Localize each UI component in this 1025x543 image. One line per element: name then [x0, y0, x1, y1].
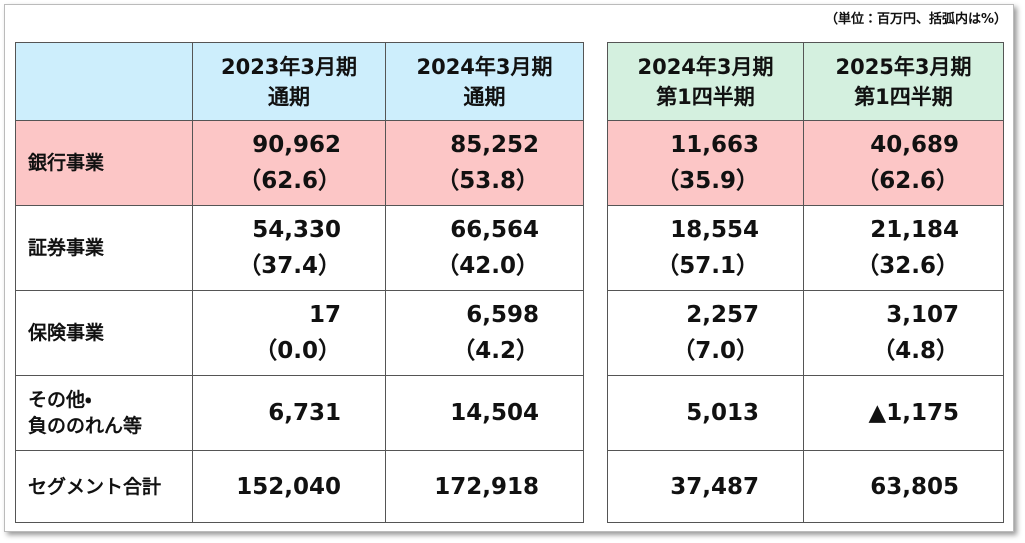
- cell-text: 保険事業: [28, 322, 105, 344]
- value-cell: 18,554 （57.1）: [607, 205, 804, 291]
- value-cell: 172,918: [385, 450, 584, 523]
- value-cell: 90,962 （62.6）: [192, 120, 386, 206]
- value-cell: 5,013: [607, 375, 804, 451]
- column-header: 2023年3月期 通期: [192, 42, 386, 121]
- cell-text: （32.6）: [856, 253, 959, 279]
- cell-text: 17: [308, 302, 341, 328]
- cell-text: 3,107: [886, 302, 959, 328]
- row-label: 保険事業: [15, 290, 193, 376]
- cell-text: 172,918: [434, 473, 539, 500]
- cell-text: 18,554: [670, 217, 759, 243]
- value-cell: 37,487: [607, 450, 804, 523]
- cell-text: （57.1）: [656, 253, 759, 279]
- row-label: その他・負ののれん等: [15, 375, 193, 451]
- row-label: 証券事業: [15, 205, 193, 291]
- cell-text: 11,663: [670, 132, 759, 158]
- cell-text: 40,689: [870, 132, 959, 158]
- value-cell: ▲1,175: [803, 375, 1004, 451]
- cell-text: （53.8）: [436, 168, 539, 194]
- cell-text: （37.4）: [238, 253, 341, 279]
- column-header: 2025年3月期 第1四半期: [803, 42, 1004, 121]
- cell-text: 証券事業: [28, 237, 105, 259]
- row-label: 銀行事業: [15, 120, 193, 206]
- cell-text: （4.2）: [452, 338, 539, 364]
- cell-text: 第1四半期: [854, 84, 953, 109]
- cell-text: （0.0）: [254, 338, 341, 364]
- cell-text: 54,330: [252, 217, 341, 243]
- value-cell: 11,663 （35.9）: [607, 120, 804, 206]
- cell-text: 2025年3月期: [835, 54, 972, 79]
- column-header: 2024年3月期 通期: [385, 42, 584, 121]
- value-cell: 63,805: [803, 450, 1004, 523]
- value-cell: 6,731: [192, 375, 386, 451]
- cell-text: 6,598: [466, 302, 539, 328]
- value-cell: 54,330 （37.4）: [192, 205, 386, 291]
- cell-text: 90,962: [252, 132, 341, 158]
- cell-text: 66,564: [450, 217, 539, 243]
- cell-text: 2024年3月期: [416, 54, 553, 79]
- column-header: 2024年3月期 第1四半期: [607, 42, 804, 121]
- cell-text: 2024年3月期: [637, 54, 774, 79]
- value-cell: 2,257 （7.0）: [607, 290, 804, 376]
- value-cell: 14,504: [385, 375, 584, 451]
- cell-text: 14,504: [450, 400, 539, 426]
- value-cell: 66,564 （42.0）: [385, 205, 584, 291]
- cell-text: （42.0）: [436, 253, 539, 279]
- cell-text: 37,487: [670, 473, 759, 500]
- cell-text: 63,805: [870, 473, 959, 500]
- cell-text: ▲1,175: [868, 400, 959, 426]
- value-cell: 85,252 （53.8）: [385, 120, 584, 206]
- cell-text: セグメント合計: [28, 475, 162, 498]
- cell-text: 85,252: [450, 132, 539, 158]
- cell-text: その他・: [28, 389, 92, 411]
- cell-text: 銀行事業: [28, 152, 105, 174]
- cell-text: 負ののれん等: [28, 415, 143, 437]
- cell-text: 通期: [463, 84, 506, 109]
- header-cell: [15, 42, 193, 121]
- unit-note: （単位：百万円、括弧内は%）: [824, 12, 1007, 27]
- cell-text: 2023年3月期: [220, 54, 358, 79]
- row-label: セグメント合計: [15, 450, 193, 523]
- cell-text: 5,013: [686, 400, 759, 426]
- value-cell: 40,689 （62.6）: [803, 120, 1004, 206]
- cell-text: （35.9）: [656, 168, 759, 194]
- cell-text: 2,257: [686, 302, 759, 328]
- value-cell: 21,184 （32.6）: [803, 205, 1004, 291]
- value-cell: 152,040: [192, 450, 386, 523]
- cell-text: （62.6）: [238, 168, 341, 194]
- cell-text: 21,184: [870, 217, 959, 243]
- cell-text: 第1四半期: [656, 84, 755, 109]
- cell-text: （7.0）: [672, 338, 759, 364]
- cell-text: 152,040: [236, 473, 341, 500]
- cell-text: 6,731: [268, 400, 341, 426]
- value-cell: 6,598 （4.2）: [385, 290, 584, 376]
- value-cell: 17 （0.0）: [192, 290, 386, 376]
- value-cell: 3,107 （4.8）: [803, 290, 1004, 376]
- cell-text: （4.8）: [872, 338, 959, 364]
- cell-text: 通期: [268, 84, 310, 109]
- cell-text: （62.6）: [856, 168, 959, 194]
